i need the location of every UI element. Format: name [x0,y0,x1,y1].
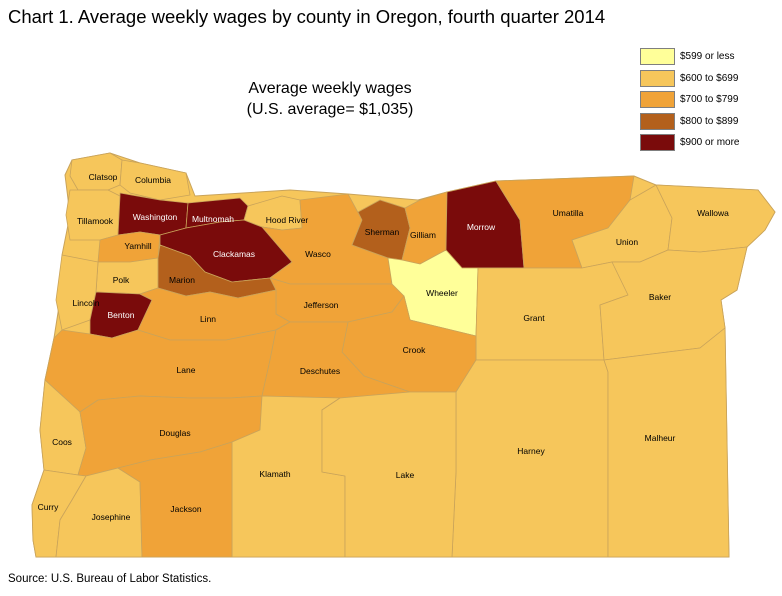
legend-label: $599 or less [680,51,735,63]
legend-label: $700 to $799 [680,94,739,106]
county-label: Umatilla [553,208,584,218]
county-label: Multnomah [192,214,234,224]
county-tillamook [65,189,121,241]
county-label: Washington [133,212,178,222]
county-wallowa [655,184,776,253]
legend-swatch [640,134,675,152]
county-label: Baker [649,292,671,302]
county-label: Lincoln [73,298,100,308]
county-label: Harney [517,446,545,456]
county-label: Wheeler [426,288,458,298]
county-clatsop [69,152,123,191]
county-malheur [603,327,730,558]
map-title-line1: Average weekly wages [248,80,412,97]
county-jackson [117,441,233,558]
county-label: Malheur [645,433,676,443]
county-label: Klamath [259,469,290,479]
county-label: Union [616,237,638,247]
county-label: Tillamook [77,216,114,226]
county-label: Douglas [159,428,190,438]
county-deschutes [261,321,411,399]
county-label: Columbia [135,175,171,185]
county-label: Yamhill [124,241,151,251]
county-label: Marion [169,275,195,285]
legend-item: $800 to $899 [640,111,770,133]
legend-item: $900 or more [640,132,770,154]
legend: $599 or less $600 to $699 $700 to $799 $800… [640,46,770,154]
county-baker [599,246,748,361]
legend-item: $700 to $799 [640,89,770,111]
county-label: Gilliam [410,230,436,240]
county-label: Wallowa [697,208,729,218]
county-label: Wasco [305,249,331,259]
county-label: Sherman [365,227,400,237]
legend-label: $900 or more [680,137,740,149]
county-label: Polk [113,275,130,285]
county-label: Grant [523,313,545,323]
source-note: Source: U.S. Bureau of Labor Statistics. [8,573,212,585]
county-label: Deschutes [300,366,340,376]
county-label: Crook [403,345,426,355]
county-label: Lake [396,470,415,480]
county-label: Morrow [467,222,496,232]
county-label: Jackson [170,504,201,514]
county-columbia [119,159,191,201]
county-label: Curry [38,502,60,512]
county-label: Coos [52,437,72,447]
legend-swatch [640,48,675,66]
county-lake [321,391,457,558]
legend-label: $800 to $899 [680,115,739,127]
legend-swatch [640,91,675,109]
legend-item: $599 or less [640,46,770,68]
legend-item: $600 to $699 [640,68,770,90]
map-title: Average weekly wages (U.S. average= $1,0… [200,78,460,120]
county-label: Jefferson [304,300,339,310]
chart-title: Chart 1. Average weekly wages by county … [8,6,606,27]
map-title-line2: (U.S. average= $1,035) [246,101,414,118]
county-label: Clackamas [213,249,255,259]
legend-label: $600 to $699 [680,72,739,84]
county-label: Lane [177,365,196,375]
legend-swatch [640,69,675,87]
county-label: Linn [200,314,216,324]
county-label: Josephine [92,512,131,522]
county-label: Clatsop [89,172,118,182]
county-label: Hood River [266,215,309,225]
legend-swatch [640,112,675,130]
county-harney [451,359,609,558]
county-label: Benton [108,310,135,320]
